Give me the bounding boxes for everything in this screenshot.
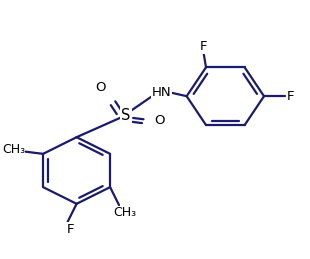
Text: CH₃: CH₃ (113, 206, 136, 219)
Text: CH₃: CH₃ (2, 143, 25, 156)
Text: F: F (199, 40, 207, 53)
Text: F: F (287, 90, 294, 103)
Text: S: S (121, 108, 131, 123)
Text: O: O (95, 81, 106, 94)
Text: F: F (67, 223, 74, 236)
Text: O: O (155, 114, 165, 127)
Text: HN: HN (152, 86, 171, 99)
